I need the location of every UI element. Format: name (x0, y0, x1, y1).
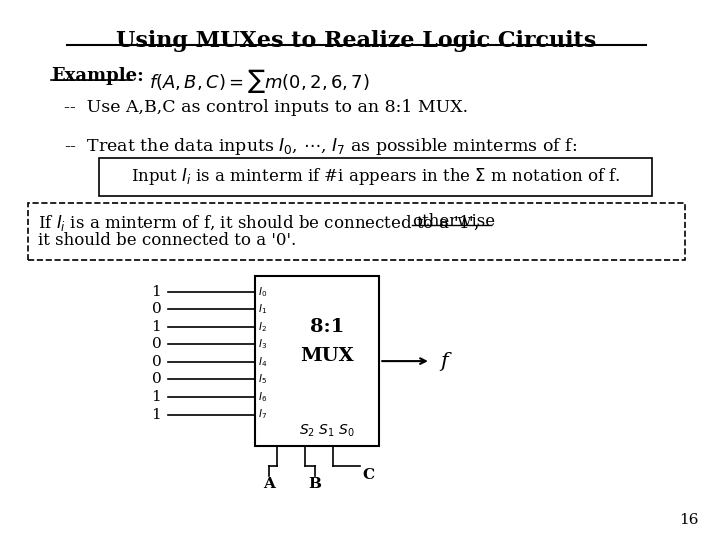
Text: otherwise: otherwise (412, 213, 495, 230)
Text: $I_3$: $I_3$ (258, 338, 268, 352)
Text: --  Use A,B,C as control inputs to an 8:1 MUX.: -- Use A,B,C as control inputs to an 8:1… (64, 99, 469, 116)
Text: $S_2\ S_1\ S_0$: $S_2\ S_1\ S_0$ (300, 422, 356, 438)
Bar (99, 158, 652, 195)
Text: 0: 0 (152, 338, 161, 352)
Text: $I_0$: $I_0$ (258, 285, 268, 299)
Text: 0: 0 (152, 373, 161, 387)
Text: Using MUXes to Realize Logic Circuits: Using MUXes to Realize Logic Circuits (117, 30, 597, 52)
Text: it should be connected to a '0'.: it should be connected to a '0'. (37, 232, 296, 249)
Bar (256, 276, 379, 446)
Text: $I_6$: $I_6$ (258, 390, 268, 404)
Text: If $I_i$ is a minterm of f, it should be connected to a '1',: If $I_i$ is a minterm of f, it should be… (37, 213, 485, 233)
Text: 1: 1 (152, 408, 161, 422)
Text: 0: 0 (152, 355, 161, 369)
Text: 0: 0 (152, 302, 161, 316)
Text: --  Treat the data inputs $I_0$, $\cdots$, $I_7$ as possible minterms of f:: -- Treat the data inputs $I_0$, $\cdots$… (64, 136, 577, 157)
Text: $f(A,B,C) = \sum m(0,2,6,7)$: $f(A,B,C) = \sum m(0,2,6,7)$ (148, 67, 369, 95)
Text: Example:: Example: (52, 67, 144, 85)
Text: $I_1$: $I_1$ (258, 302, 268, 316)
Text: C: C (362, 468, 374, 482)
Text: A: A (264, 477, 275, 491)
Text: MUX: MUX (300, 347, 354, 365)
Text: B: B (308, 477, 321, 491)
Text: 1: 1 (152, 320, 161, 334)
Text: $I_2$: $I_2$ (258, 320, 267, 334)
Text: $I_7$: $I_7$ (258, 408, 268, 422)
Text: Input $I_i$ is a minterm if #i appears in the $\Sigma$ m notation of f.: Input $I_i$ is a minterm if #i appears i… (130, 166, 620, 187)
Text: $I_4$: $I_4$ (258, 355, 268, 369)
Text: 8:1: 8:1 (310, 318, 344, 336)
Bar (28, 202, 685, 260)
Text: 16: 16 (679, 514, 698, 528)
Text: 1: 1 (152, 285, 161, 299)
Text: f: f (441, 352, 449, 370)
Text: $I_5$: $I_5$ (258, 373, 267, 387)
Text: 1: 1 (152, 390, 161, 404)
